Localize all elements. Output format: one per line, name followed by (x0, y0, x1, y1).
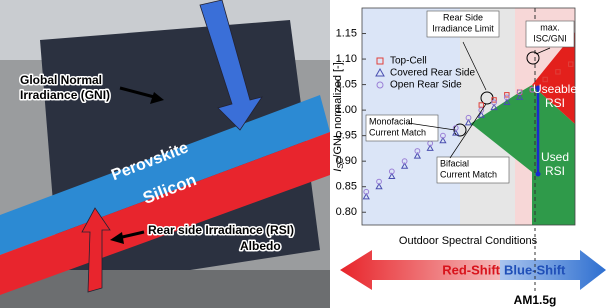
figure: Global Normal Irradiance (GNI) Perovskit… (0, 0, 606, 308)
gni-label: Global Normal (20, 73, 102, 87)
annotation: Bifacial (440, 158, 469, 168)
rsi-label: Rear side Irradiance (RSI) (148, 223, 294, 237)
legend-label: Top-Cell (390, 56, 427, 67)
region-label: RSI (545, 96, 565, 110)
region-label: RSI (545, 164, 565, 178)
reference-label: AM1.5g (514, 293, 557, 307)
annotation: Monofacial (369, 116, 413, 126)
y-tick-label: 1.15 (336, 27, 357, 39)
page: { "photo": { "gni_label": ["Global Norma… (0, 0, 606, 308)
photo: Global Normal Irradiance (GNI) Perovskit… (0, 0, 330, 308)
x-axis-label: Outdoor Spectral Conditions (399, 235, 538, 247)
y-tick-label: 0.80 (336, 206, 357, 218)
annotation: Rear Side (443, 12, 483, 22)
red-shift-label: Red-Shift (442, 262, 500, 277)
region-label: Used (541, 150, 569, 164)
albedo-label: Albedo (240, 239, 281, 253)
y-label-rest: /GNI, normalized [-] (332, 62, 344, 157)
region-label: Useable (533, 82, 577, 96)
legend-label: Covered Rear Side (390, 68, 475, 79)
annotation: ISC/GNI (533, 33, 567, 43)
y-label-sub: SC (336, 157, 345, 168)
annotation: Current Match (369, 127, 426, 137)
y-tick-label: 0.85 (336, 181, 357, 193)
annotation: max. (540, 22, 560, 32)
annotation: Current Match (440, 169, 497, 179)
y-axis-label: ISC/GNI, normalized [-] (332, 62, 345, 172)
annotation: Irradiance Limit (432, 23, 494, 33)
gni-label: Irradiance (GNI) (20, 88, 110, 102)
rsi-span-end (536, 172, 541, 177)
legend-label: Open Rear Side (390, 80, 462, 91)
